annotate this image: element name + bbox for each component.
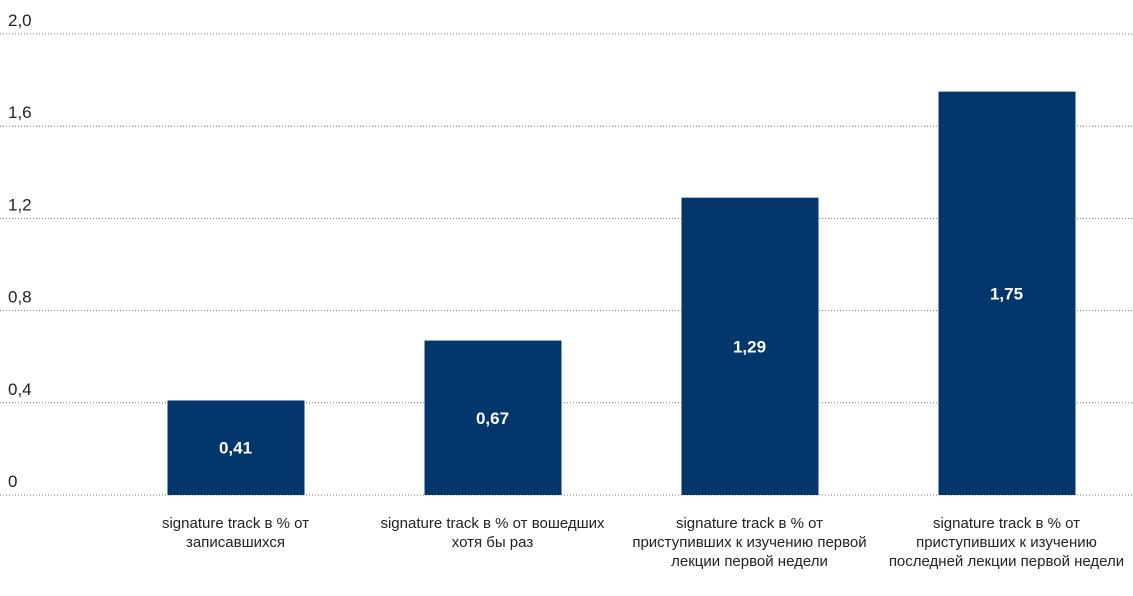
value-label: 0,67: [476, 409, 509, 428]
x-tick-label: signature track в % от приступивших к из…: [632, 515, 867, 570]
bar: [167, 400, 305, 495]
x-tick-label: signature track в % от записавшихся: [161, 515, 310, 551]
value-label: 1,75: [990, 284, 1023, 303]
x-tick-label: signature track в % от вошедших хотя бы …: [380, 515, 605, 551]
value-label: 1,29: [733, 337, 766, 356]
bar: [681, 197, 819, 495]
value-label: 0,41: [219, 439, 252, 458]
y-tick-label: 0: [8, 472, 17, 491]
y-tick-label: 1,6: [8, 103, 32, 122]
x-tick-label: signature track в % от приступивших к из…: [888, 515, 1125, 570]
y-tick-label: 0,4: [8, 380, 32, 399]
y-tick-label: 1,2: [8, 195, 32, 214]
y-tick-label: 0,8: [8, 288, 32, 307]
bar: [938, 91, 1076, 495]
y-tick-label: 2,0: [8, 11, 32, 30]
bar: [424, 340, 562, 495]
